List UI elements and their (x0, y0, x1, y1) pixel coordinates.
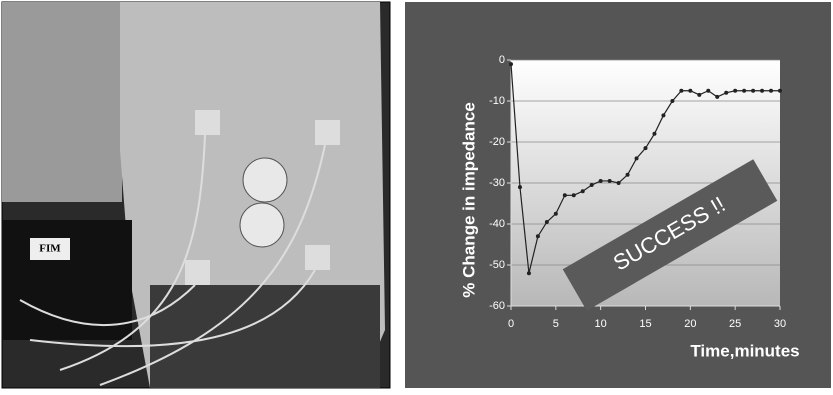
electrode (195, 110, 220, 135)
data-point (599, 179, 603, 183)
data-point (697, 93, 701, 97)
data-point (635, 156, 639, 160)
data-point (626, 173, 630, 177)
x-tick-label: 15 (639, 318, 651, 330)
electrode (185, 260, 210, 285)
data-point (715, 95, 719, 99)
data-point (581, 189, 585, 193)
data-point (706, 89, 710, 93)
x-tick-label: 20 (684, 318, 696, 330)
y-tick-label: -30 (489, 177, 505, 189)
data-point (742, 89, 746, 93)
x-tick-label: 5 (553, 318, 559, 330)
figure: FIM Time,minutes % Change in impedance 0… (0, 0, 833, 390)
data-point (509, 62, 513, 66)
electrode (243, 158, 287, 202)
data-point (563, 193, 567, 197)
electrode (305, 245, 330, 270)
data-point (679, 89, 683, 93)
data-point (518, 185, 522, 189)
x-tick-label: 30 (774, 318, 786, 330)
y-tick-label: -50 (489, 259, 505, 271)
data-point (536, 234, 540, 238)
data-point (733, 89, 737, 93)
x-tick-label: 0 (508, 318, 514, 330)
data-point (608, 179, 612, 183)
data-point (572, 193, 576, 197)
y-tick-label: -40 (489, 218, 505, 230)
trousers (150, 285, 380, 388)
x-axis-label: Time,minutes (690, 341, 799, 360)
data-point (670, 99, 674, 103)
data-point (760, 89, 764, 93)
wall (2, 2, 122, 202)
electrode (315, 120, 340, 145)
device-label: FIM (39, 243, 61, 255)
x-tick-label: 25 (729, 318, 741, 330)
data-point (688, 89, 692, 93)
data-point (644, 146, 648, 150)
data-point (751, 89, 755, 93)
data-point (652, 132, 656, 136)
data-point (527, 271, 531, 275)
page: {"photo": {"label": "FIM"}, "chart_data"… (0, 0, 833, 395)
data-point (661, 113, 665, 117)
y-axis-label: % Change in impedance (459, 102, 478, 298)
y-tick-label: -20 (489, 136, 505, 148)
photo: FIM (2, 2, 390, 388)
data-point (617, 181, 621, 185)
y-tick-label: -10 (489, 95, 505, 107)
data-point (769, 89, 773, 93)
electrode (240, 203, 284, 247)
y-tick-label: -60 (489, 300, 505, 312)
data-point (554, 212, 558, 216)
y-tick-label: 0 (499, 54, 505, 66)
data-point (724, 91, 728, 95)
data-point (545, 220, 549, 224)
data-point (590, 183, 594, 187)
data-point (778, 89, 782, 93)
x-tick-label: 10 (595, 318, 607, 330)
